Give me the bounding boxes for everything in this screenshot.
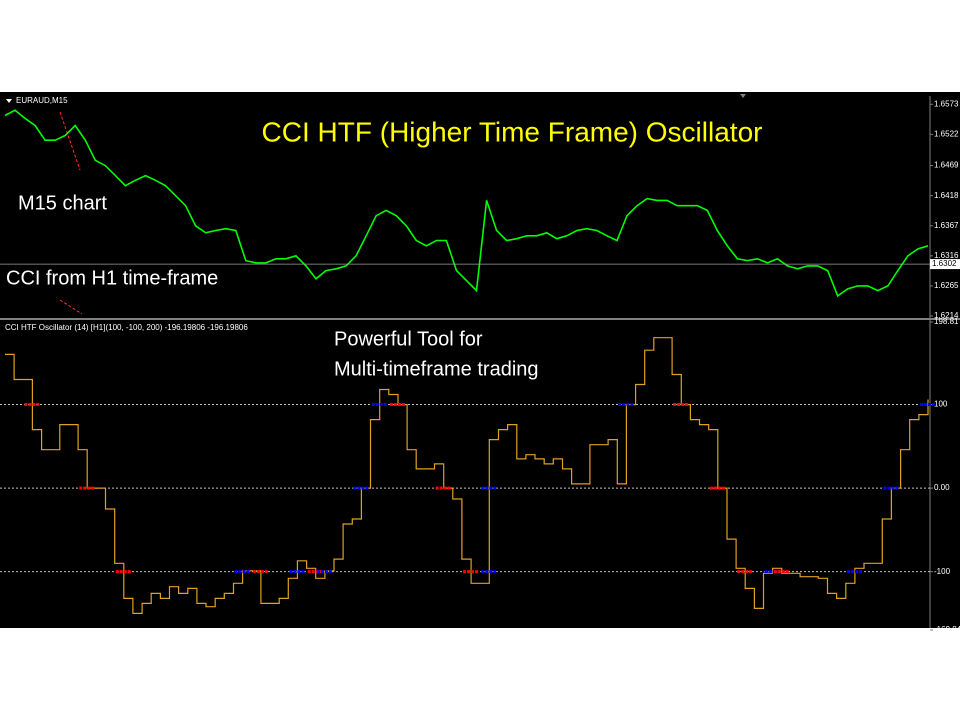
- y-tick-label: 1.6367: [934, 221, 959, 230]
- current-price-box: [930, 259, 960, 270]
- y-tick-label: -169.84: [934, 625, 960, 634]
- symbol-label: EURAUD,M15: [16, 96, 68, 105]
- annotation-arrow: [59, 111, 83, 315]
- shift-marker: [740, 94, 746, 98]
- terminal-background: [0, 92, 960, 628]
- y-tick-label: 198.81: [934, 317, 959, 326]
- symbol-menu-icon: [6, 99, 12, 103]
- y-tick-label: -100: [934, 567, 951, 576]
- y-tick-label: 1.6522: [934, 129, 959, 138]
- y-tick-label: 1.6316: [934, 251, 959, 260]
- y-tick-label: 0.00: [934, 483, 950, 492]
- annotation: CCI from H1 time-frame: [6, 267, 218, 289]
- current-price-label: 1.6302: [932, 259, 957, 268]
- y-tick-label: 1.6573: [934, 99, 959, 108]
- annotation: Multi-timeframe trading: [334, 358, 539, 380]
- y-tick-label: 1.6469: [934, 161, 959, 170]
- chart-title: CCI HTF (Higher Time Frame) Oscillator: [262, 116, 763, 147]
- annotation: M15 chart: [18, 192, 107, 214]
- annotation: Powerful Tool for: [334, 328, 483, 350]
- y-tick-label: 1.6418: [934, 191, 959, 200]
- indicator-label: CCI HTF Oscillator (14) [H1](100, -100, …: [5, 323, 248, 332]
- cci-line: [5, 337, 929, 614]
- price-line: [4, 109, 929, 298]
- y-tick-label: 1.6214: [934, 311, 959, 320]
- y-tick-label: 1.6265: [934, 281, 959, 290]
- y-tick-label: 100: [934, 400, 948, 409]
